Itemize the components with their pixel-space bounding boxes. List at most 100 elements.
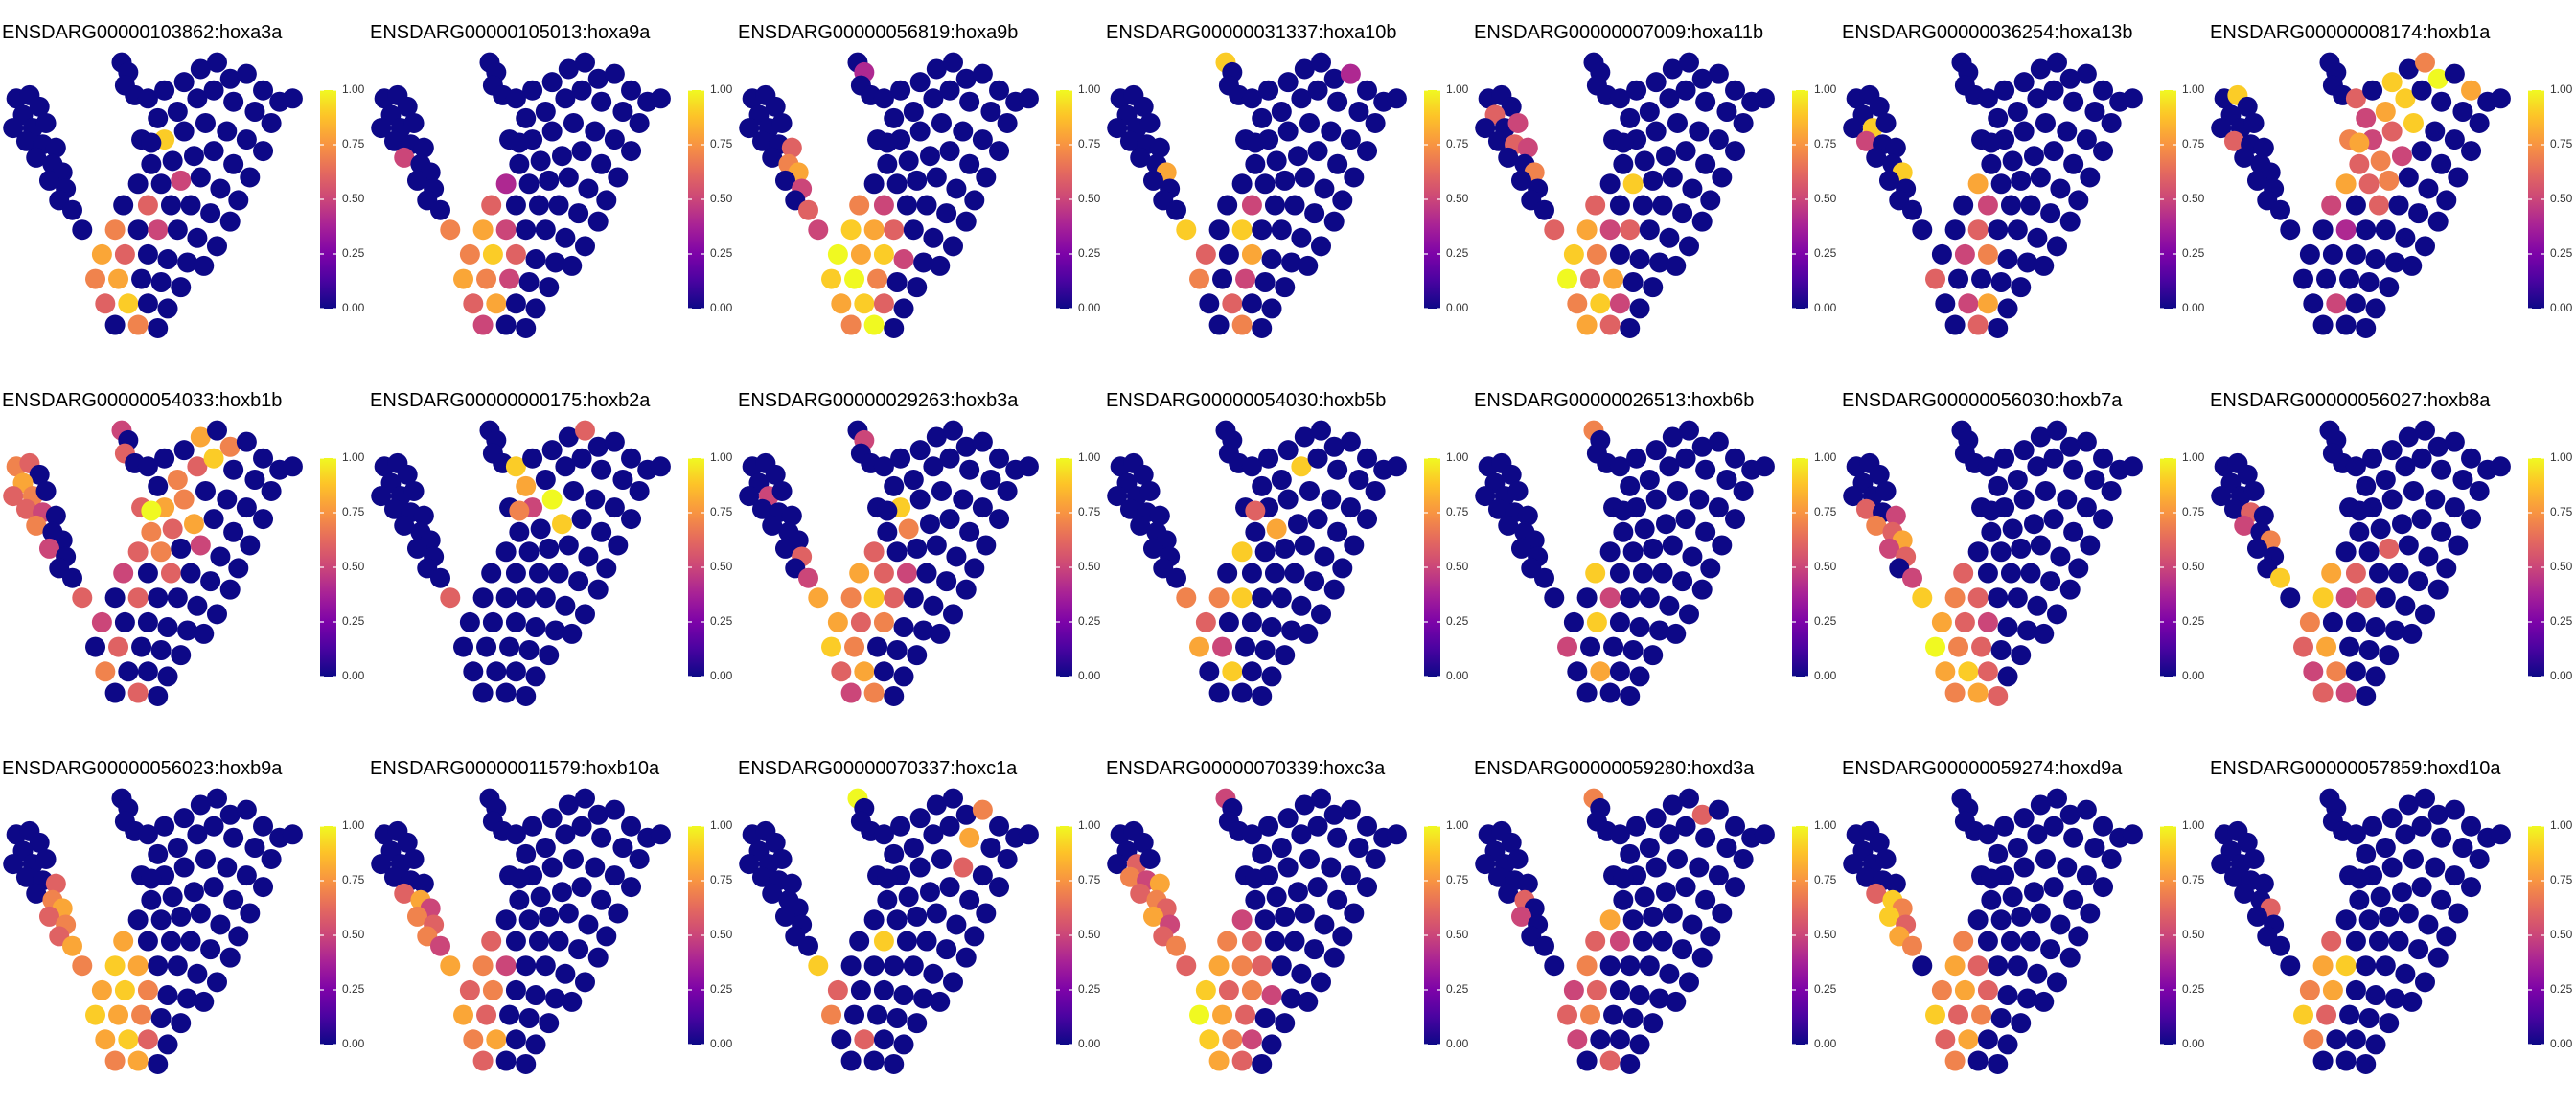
colorbar <box>320 826 336 1045</box>
cell-point <box>884 107 905 128</box>
cell-point <box>604 431 625 452</box>
cell-point <box>162 518 183 540</box>
cell-point <box>1271 837 1292 858</box>
cell-point <box>1291 595 1312 616</box>
cell-point <box>2013 121 2035 142</box>
cell-point <box>571 509 592 530</box>
cell-point <box>896 563 917 584</box>
cell-point <box>160 195 181 216</box>
cell-point <box>1981 153 2002 174</box>
cell-point <box>525 617 546 638</box>
colorbar-tick-label: 0.00 <box>1078 301 1101 314</box>
cell-point <box>505 563 526 584</box>
cell-point <box>621 509 642 530</box>
cell-point <box>1988 955 2009 977</box>
cell-point <box>1258 816 1279 837</box>
cell-point <box>518 1008 540 1029</box>
cell-point <box>2020 195 2041 216</box>
cell-point <box>194 991 215 1012</box>
cell-point <box>1275 1013 1296 1034</box>
cell-point <box>1189 268 1210 289</box>
cell-point <box>1662 167 1683 188</box>
cell-point <box>2312 219 2334 241</box>
cell-point <box>2084 469 2105 490</box>
cell-point <box>1971 636 1992 657</box>
cell-point <box>2388 195 2409 216</box>
cell-point <box>1643 277 1664 298</box>
cell-point <box>1327 827 1348 848</box>
cell-point <box>1953 563 1974 584</box>
cell-point <box>562 991 583 1012</box>
cell-point <box>223 91 244 112</box>
cell-point <box>1195 611 1216 632</box>
cell-point <box>2020 563 2041 584</box>
cell-point <box>180 195 201 216</box>
cell-point <box>1241 563 1262 584</box>
cell-point <box>1931 979 1952 1000</box>
cell-point <box>190 426 211 448</box>
cell-point <box>223 521 244 542</box>
cell-point <box>2246 170 2267 191</box>
cell-point <box>210 178 231 199</box>
cell-point <box>522 448 543 469</box>
cell-point <box>261 480 282 501</box>
cell-point <box>1212 636 1233 657</box>
cell-point <box>2418 178 2439 199</box>
cell-point <box>183 146 204 167</box>
cell-point <box>1652 195 1673 216</box>
cell-point <box>1576 587 1598 609</box>
cell-point <box>890 816 911 837</box>
cell-point <box>1691 68 1713 89</box>
colorbar-tick-label: 0.00 <box>2182 669 2205 682</box>
cell-point <box>2050 546 2071 567</box>
cell-point <box>1533 567 1554 588</box>
cell-point <box>2431 889 2452 910</box>
cell-point <box>2269 199 2290 220</box>
cell-point <box>472 955 494 977</box>
cell-point <box>1586 979 1607 1000</box>
cell-point <box>972 799 993 820</box>
cell-point <box>35 112 57 133</box>
cell-point <box>863 173 885 195</box>
cell-point <box>1662 426 1683 448</box>
cell-point <box>1675 877 1696 898</box>
cell-point <box>1252 475 1273 496</box>
cell-point <box>2388 563 2409 584</box>
cell-point <box>797 567 818 588</box>
cell-point <box>15 498 36 519</box>
cell-point <box>2461 816 2482 837</box>
cell-point <box>45 137 66 158</box>
cell-point <box>2040 571 2061 592</box>
cell-point <box>1712 167 1733 188</box>
colorbar-tick-label: 0.75 <box>2550 873 2573 886</box>
cell-point <box>137 611 158 632</box>
cell-point <box>2002 886 2023 908</box>
cell-point <box>959 91 980 112</box>
cell-point <box>1119 498 1140 519</box>
cell-point <box>1130 147 1151 168</box>
cell-point <box>2017 252 2038 273</box>
cell-point <box>548 195 569 216</box>
cell-point <box>1675 816 1696 837</box>
cell-point <box>909 72 931 93</box>
cell-point <box>1967 587 1989 609</box>
cell-point <box>486 1029 507 1050</box>
cell-point <box>1294 903 1315 924</box>
cell-point <box>183 882 204 903</box>
cell-point <box>1948 268 1969 289</box>
cell-point <box>495 587 517 609</box>
cell-point <box>907 170 928 191</box>
cell-point <box>612 101 633 122</box>
cell-point <box>148 843 169 864</box>
cell-point <box>141 868 162 889</box>
cell-point <box>1291 963 1312 984</box>
cell-point <box>604 497 625 518</box>
cell-point <box>751 498 772 519</box>
cell-point <box>2375 587 2396 609</box>
cell-point <box>1365 112 1386 133</box>
cell-point <box>219 579 241 600</box>
cell-point <box>2339 1004 2360 1025</box>
cell-point <box>429 935 450 956</box>
cell-point <box>1620 685 1641 706</box>
panel: ENSDARG00000011579:hoxb10a0.000.250.500.… <box>370 758 733 1074</box>
